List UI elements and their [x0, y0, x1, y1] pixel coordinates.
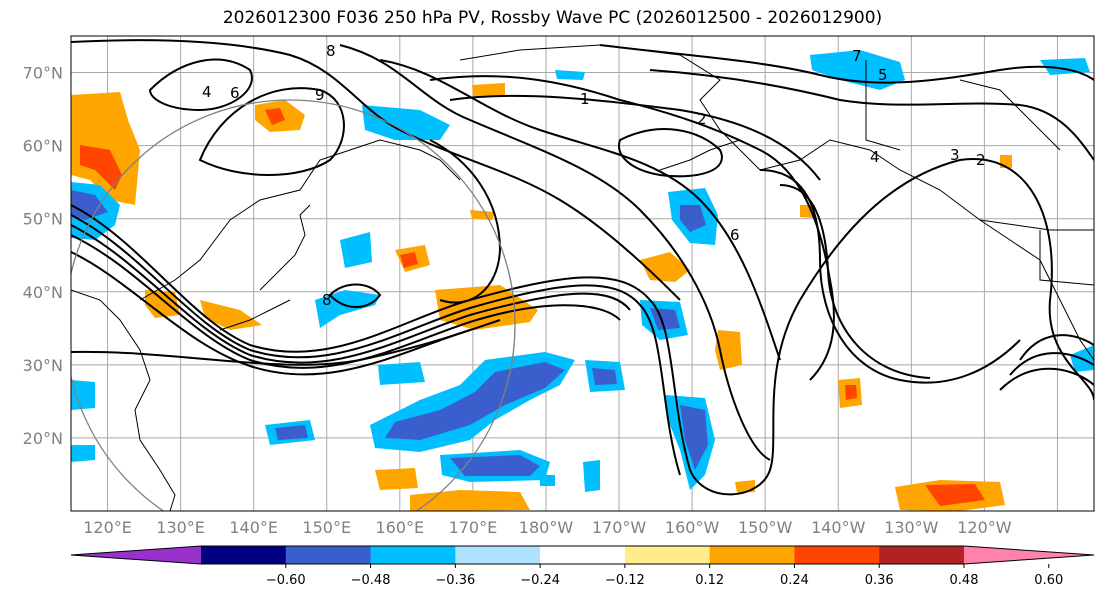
contour-label: 8: [322, 291, 332, 309]
longitude-label: 130°W: [884, 518, 939, 537]
reference-circle: [71, 99, 516, 511]
longitude-label: 170°W: [592, 518, 647, 537]
colorbar-segment: [879, 546, 965, 564]
coastlines: [71, 44, 1094, 511]
colorbar-segment: [285, 546, 372, 564]
latitude-label: 40°N: [23, 283, 63, 302]
colorbar-tick-label: 0.36: [865, 573, 894, 588]
colorbar: −0.60 −0.48 −0.36 −0.24 −0.12 0.12 0.24 0.36 0.4…: [70, 545, 1095, 588]
longitude-label: 150°W: [738, 518, 793, 537]
colorbar-tick-label: 0.24: [780, 573, 809, 588]
colorbar-segment: [455, 546, 541, 564]
longitude-label: 140°E: [229, 518, 278, 537]
negative-anomaly-shading: [71, 50, 1094, 492]
longitude-label: 120°E: [83, 518, 132, 537]
colorbar-tick-label: −0.24: [520, 573, 560, 588]
latitude-label: 20°N: [23, 429, 63, 448]
latitude-label: 60°N: [23, 137, 63, 156]
contour-label: 8: [326, 42, 336, 60]
colorbar-outline: [70, 545, 1095, 565]
colorbar-segment: [370, 546, 456, 564]
colorbar-tick-label: 0.12: [695, 573, 724, 588]
contour-label: 7: [852, 47, 862, 65]
colorbar-segment: [201, 546, 287, 564]
colorbar-tick-label: 0.48: [950, 573, 979, 588]
longitude-label: 160°E: [375, 518, 424, 537]
contour-label: 9: [315, 86, 325, 104]
longitude-labels: 120°E 130°E 140°E 150°E 160°E 170°E 180°W 170°W…: [83, 518, 1012, 537]
colorbar-tick-label: −0.60: [266, 573, 306, 588]
colorbar-segment: [794, 546, 880, 564]
latitude-label: 30°N: [23, 356, 63, 375]
pv-contours: [71, 39, 1094, 496]
colorbar-tick-label: −0.36: [435, 573, 475, 588]
map-panel: 8 9 6 4 2 1 3 5 7 6 4 2 8: [70, 35, 1095, 512]
longitude-label: 130°E: [156, 518, 205, 537]
longitude-label: 180°W: [519, 518, 574, 537]
contour-label: 6: [730, 226, 740, 244]
colorbar-min-extension: [71, 546, 201, 564]
latitude-label: 50°N: [23, 210, 63, 229]
longitude-label: 140°W: [811, 518, 866, 537]
colorbar-segment: [709, 546, 795, 564]
contour-labels: 8 9 6 4 2 1 3 5 7 6 4 2 8: [202, 42, 986, 309]
colorbar-max-extension: [964, 546, 1094, 564]
contour-label: 6: [230, 84, 240, 102]
colorbar-segment: [540, 546, 626, 564]
longitude-label: 160°W: [665, 518, 720, 537]
longitude-label: 170°E: [449, 518, 498, 537]
colorbar-tick-label: −0.12: [605, 573, 645, 588]
contour-label: 4: [870, 148, 880, 166]
longitude-label: 120°W: [957, 518, 1012, 537]
contour-label: 5: [878, 66, 888, 84]
contour-label: 2: [697, 110, 707, 128]
contour-label: 2: [976, 151, 986, 169]
latitude-labels: 70°N 60°N 50°N 40°N 30°N 20°N: [23, 64, 63, 448]
colorbar-tick-label: 0.60: [1034, 573, 1063, 588]
chart-title: 2026012300 F036 250 hPa PV, Rossby Wave …: [222, 8, 883, 28]
contour-label: 4: [202, 83, 212, 101]
contour-label: 3: [950, 146, 960, 164]
colorbar-tick-label: −0.48: [351, 573, 391, 588]
latitude-label: 70°N: [23, 64, 63, 83]
contour-label: 1: [580, 90, 590, 108]
colorbar-segment: [624, 546, 711, 564]
longitude-label: 150°E: [302, 518, 351, 537]
